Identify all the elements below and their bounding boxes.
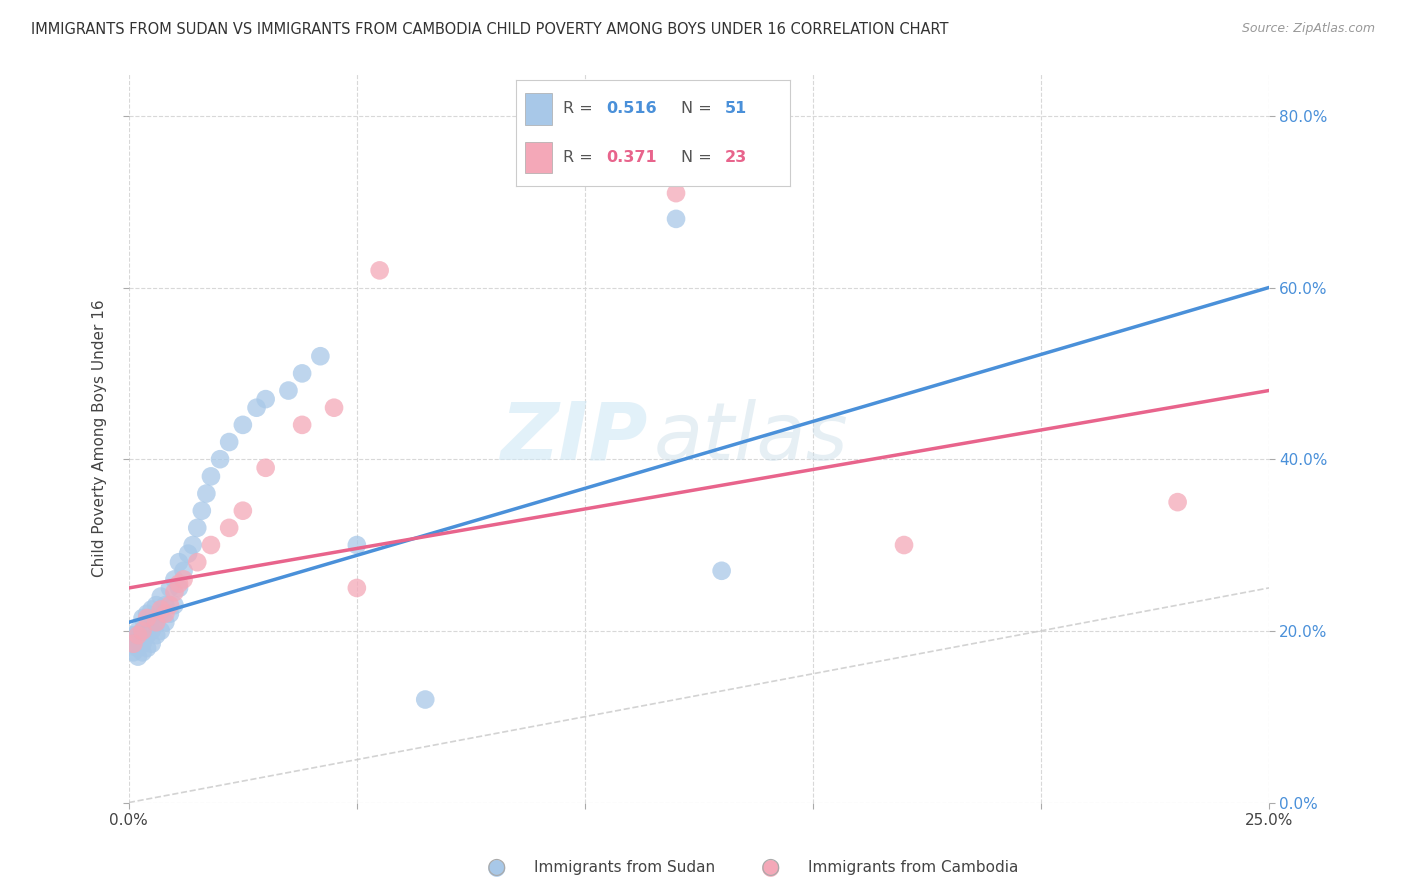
Text: ○: ○ <box>486 857 506 877</box>
Point <box>141 624 163 638</box>
Point <box>254 392 277 406</box>
Point <box>127 624 149 638</box>
Text: ●: ● <box>761 857 780 877</box>
Point <box>155 615 177 630</box>
Point <box>195 486 218 500</box>
Point <box>173 564 195 578</box>
Point <box>131 645 153 659</box>
Point <box>145 615 167 630</box>
Point <box>893 538 915 552</box>
Point <box>163 573 186 587</box>
Point <box>291 367 314 381</box>
Point <box>665 211 688 226</box>
Point <box>136 611 159 625</box>
Text: atlas: atlas <box>654 399 848 476</box>
Point <box>167 555 190 569</box>
Point <box>141 637 163 651</box>
Point <box>1167 495 1189 509</box>
Point <box>186 521 208 535</box>
Text: ZIP: ZIP <box>501 399 648 476</box>
Text: ●: ● <box>486 857 506 877</box>
Point <box>131 624 153 638</box>
Point <box>200 469 222 483</box>
Point <box>149 590 172 604</box>
Text: IMMIGRANTS FROM SUDAN VS IMMIGRANTS FROM CAMBODIA CHILD POVERTY AMONG BOYS UNDER: IMMIGRANTS FROM SUDAN VS IMMIGRANTS FROM… <box>31 22 949 37</box>
Point <box>155 607 177 621</box>
Text: ○: ○ <box>761 857 780 877</box>
Point <box>167 581 190 595</box>
Point <box>149 607 172 621</box>
Point <box>122 637 145 651</box>
Point <box>710 564 733 578</box>
Point <box>136 607 159 621</box>
Point <box>122 645 145 659</box>
Text: Source: ZipAtlas.com: Source: ZipAtlas.com <box>1241 22 1375 36</box>
Point <box>218 435 240 450</box>
Point <box>291 417 314 432</box>
Point <box>136 640 159 655</box>
Point <box>368 263 391 277</box>
Point <box>145 628 167 642</box>
Point <box>131 611 153 625</box>
Point <box>232 504 254 518</box>
Point <box>122 628 145 642</box>
Point <box>167 576 190 591</box>
Point <box>149 624 172 638</box>
Point <box>346 538 368 552</box>
Point <box>141 611 163 625</box>
Point <box>155 598 177 612</box>
Point <box>145 615 167 630</box>
Text: Immigrants from Cambodia: Immigrants from Cambodia <box>808 860 1019 874</box>
Point <box>186 555 208 569</box>
Point <box>665 186 688 201</box>
Point <box>136 628 159 642</box>
Point <box>346 581 368 595</box>
Text: Immigrants from Sudan: Immigrants from Sudan <box>534 860 716 874</box>
Point <box>159 581 181 595</box>
Point <box>209 452 232 467</box>
Point <box>131 624 153 638</box>
Point <box>159 607 181 621</box>
Point <box>177 547 200 561</box>
Point <box>245 401 267 415</box>
Point <box>191 504 214 518</box>
Point <box>218 521 240 535</box>
Point <box>232 417 254 432</box>
Point <box>127 649 149 664</box>
Point <box>277 384 299 398</box>
Point <box>200 538 222 552</box>
Point <box>127 632 149 647</box>
Point <box>254 460 277 475</box>
Point <box>181 538 204 552</box>
Point <box>149 602 172 616</box>
Point <box>413 692 436 706</box>
Y-axis label: Child Poverty Among Boys Under 16: Child Poverty Among Boys Under 16 <box>93 299 107 576</box>
Point <box>323 401 346 415</box>
Point <box>131 637 153 651</box>
Point <box>127 640 149 655</box>
Point <box>173 573 195 587</box>
Point <box>309 349 332 363</box>
Point <box>122 637 145 651</box>
Point <box>163 585 186 599</box>
Point <box>163 598 186 612</box>
Point <box>127 628 149 642</box>
Point <box>145 598 167 612</box>
Point <box>141 602 163 616</box>
Point <box>159 598 181 612</box>
